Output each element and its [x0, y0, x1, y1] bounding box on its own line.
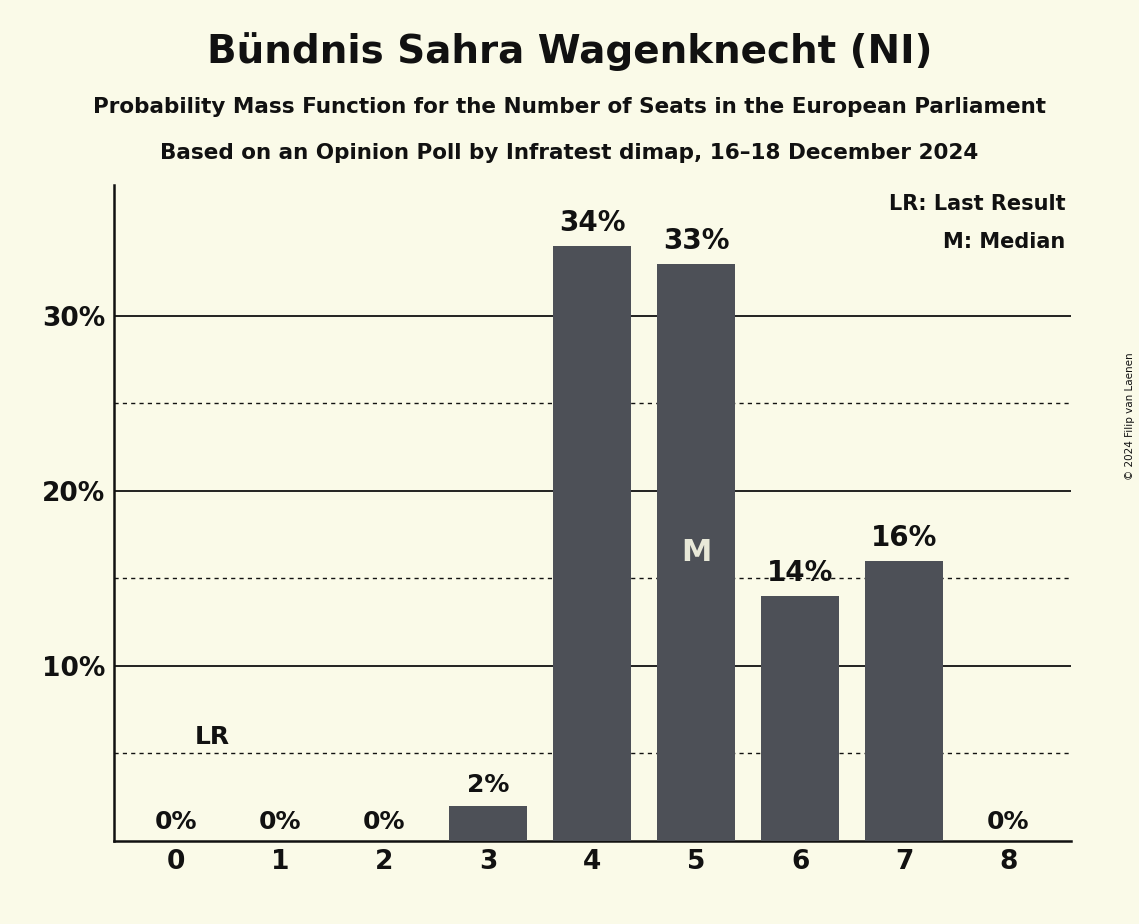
Text: 0%: 0% — [259, 809, 302, 833]
Text: 2%: 2% — [467, 773, 509, 797]
Text: 0%: 0% — [988, 809, 1030, 833]
Text: LR: LR — [195, 725, 230, 749]
Text: 34%: 34% — [559, 209, 625, 237]
Text: 0%: 0% — [155, 809, 197, 833]
Text: M: M — [681, 538, 712, 566]
Text: Bündnis Sahra Wagenknecht (NI): Bündnis Sahra Wagenknecht (NI) — [207, 32, 932, 71]
Text: Based on an Opinion Poll by Infratest dimap, 16–18 December 2024: Based on an Opinion Poll by Infratest di… — [161, 143, 978, 164]
Text: Probability Mass Function for the Number of Seats in the European Parliament: Probability Mass Function for the Number… — [93, 97, 1046, 117]
Bar — [449, 806, 527, 841]
Text: 14%: 14% — [767, 559, 834, 587]
Bar — [554, 246, 631, 841]
Bar — [866, 561, 943, 841]
Text: 16%: 16% — [871, 524, 937, 553]
Text: 33%: 33% — [663, 226, 729, 255]
Text: © 2024 Filip van Laenen: © 2024 Filip van Laenen — [1125, 352, 1134, 480]
Text: M: Median: M: Median — [943, 232, 1065, 252]
Text: 0%: 0% — [363, 809, 405, 833]
Bar — [761, 596, 839, 841]
Text: LR: Last Result: LR: Last Result — [888, 193, 1065, 213]
Bar — [657, 263, 736, 841]
